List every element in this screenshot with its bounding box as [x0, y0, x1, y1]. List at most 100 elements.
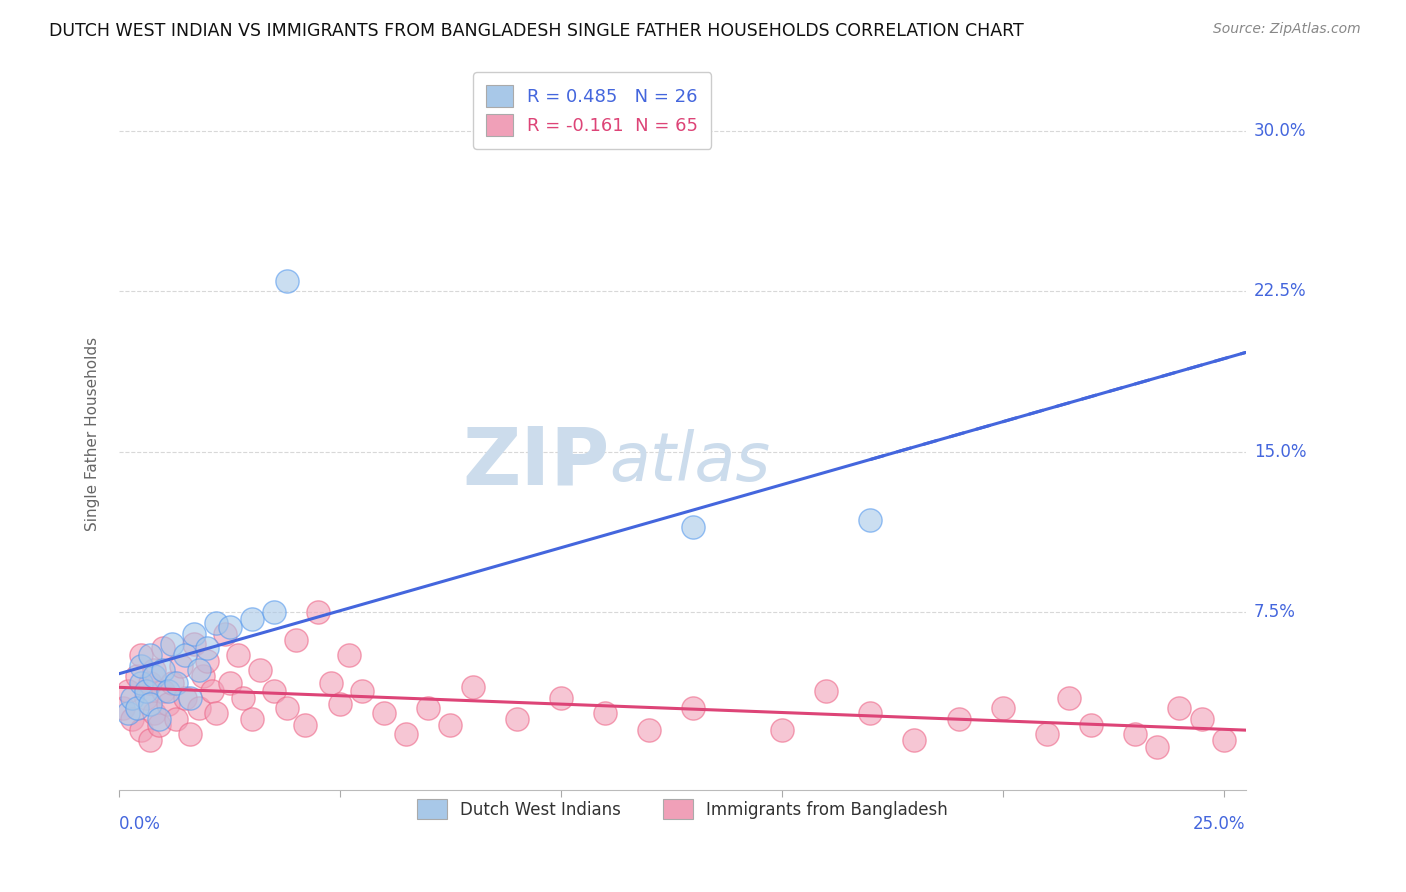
Point: [152, 663, 174, 677]
Point: [1036, 727, 1059, 741]
Point: [205, 615, 228, 630]
Point: [218, 675, 240, 690]
Point: [263, 605, 285, 619]
Point: [174, 648, 197, 662]
Point: [117, 684, 139, 698]
Point: [770, 723, 793, 737]
Point: [395, 727, 418, 741]
Point: [156, 684, 179, 698]
Point: [143, 663, 166, 677]
Point: [991, 701, 1014, 715]
Point: [174, 690, 197, 705]
Point: [117, 706, 139, 720]
Point: [112, 701, 135, 715]
Point: [276, 701, 298, 715]
Point: [218, 620, 240, 634]
Text: 7.5%: 7.5%: [1254, 603, 1296, 621]
Point: [638, 723, 661, 737]
Point: [156, 697, 179, 711]
Text: ZIP: ZIP: [463, 423, 609, 501]
Point: [148, 718, 170, 732]
Point: [187, 701, 209, 715]
Point: [461, 680, 484, 694]
Point: [593, 706, 616, 720]
Point: [1057, 690, 1080, 705]
Point: [505, 712, 527, 726]
Point: [187, 663, 209, 677]
Point: [125, 669, 148, 683]
Point: [263, 684, 285, 698]
Point: [152, 641, 174, 656]
Point: [294, 718, 316, 732]
Point: [160, 675, 183, 690]
Y-axis label: Single Father Households: Single Father Households: [86, 336, 100, 531]
Point: [135, 690, 157, 705]
Point: [321, 675, 343, 690]
Point: [1212, 733, 1234, 747]
Point: [201, 684, 224, 698]
Point: [148, 712, 170, 726]
Point: [160, 637, 183, 651]
Point: [129, 723, 152, 737]
Point: [179, 727, 201, 741]
Point: [197, 641, 219, 656]
Point: [214, 626, 236, 640]
Point: [373, 706, 395, 720]
Point: [228, 648, 250, 662]
Point: [152, 684, 174, 698]
Point: [205, 706, 228, 720]
Point: [139, 648, 162, 662]
Point: [166, 675, 188, 690]
Point: [948, 712, 970, 726]
Point: [191, 669, 214, 683]
Point: [129, 658, 152, 673]
Point: [183, 637, 205, 651]
Text: Source: ZipAtlas.com: Source: ZipAtlas.com: [1213, 22, 1361, 37]
Point: [121, 690, 143, 705]
Point: [1123, 727, 1146, 741]
Point: [682, 701, 704, 715]
Point: [352, 684, 374, 698]
Point: [329, 697, 352, 711]
Point: [129, 675, 152, 690]
Text: 30.0%: 30.0%: [1254, 122, 1306, 140]
Text: atlas: atlas: [609, 429, 770, 495]
Point: [418, 701, 440, 715]
Point: [135, 684, 157, 698]
Point: [284, 632, 307, 647]
Point: [139, 675, 162, 690]
Point: [129, 648, 152, 662]
Legend: Dutch West Indians, Immigrants from Bangladesh: Dutch West Indians, Immigrants from Bang…: [409, 790, 956, 828]
Point: [166, 712, 188, 726]
Point: [550, 690, 572, 705]
Point: [139, 733, 162, 747]
Point: [197, 654, 219, 668]
Point: [859, 513, 882, 527]
Point: [307, 605, 329, 619]
Point: [143, 706, 166, 720]
Point: [139, 697, 162, 711]
Text: 25.0%: 25.0%: [1194, 815, 1246, 833]
Point: [240, 611, 263, 625]
Point: [814, 684, 837, 698]
Point: [143, 669, 166, 683]
Point: [1146, 739, 1168, 754]
Point: [240, 712, 263, 726]
Point: [170, 658, 193, 673]
Point: [183, 626, 205, 640]
Point: [276, 274, 298, 288]
Point: [439, 718, 461, 732]
Point: [1191, 712, 1213, 726]
Text: 22.5%: 22.5%: [1254, 282, 1306, 301]
Text: DUTCH WEST INDIAN VS IMMIGRANTS FROM BANGLADESH SINGLE FATHER HOUSEHOLDS CORRELA: DUTCH WEST INDIAN VS IMMIGRANTS FROM BAN…: [49, 22, 1024, 40]
Point: [125, 701, 148, 715]
Text: 15.0%: 15.0%: [1254, 442, 1306, 461]
Point: [903, 733, 925, 747]
Point: [337, 648, 360, 662]
Point: [859, 706, 882, 720]
Point: [249, 663, 271, 677]
Point: [232, 690, 254, 705]
Point: [179, 690, 201, 705]
Point: [1080, 718, 1102, 732]
Text: 0.0%: 0.0%: [120, 815, 160, 833]
